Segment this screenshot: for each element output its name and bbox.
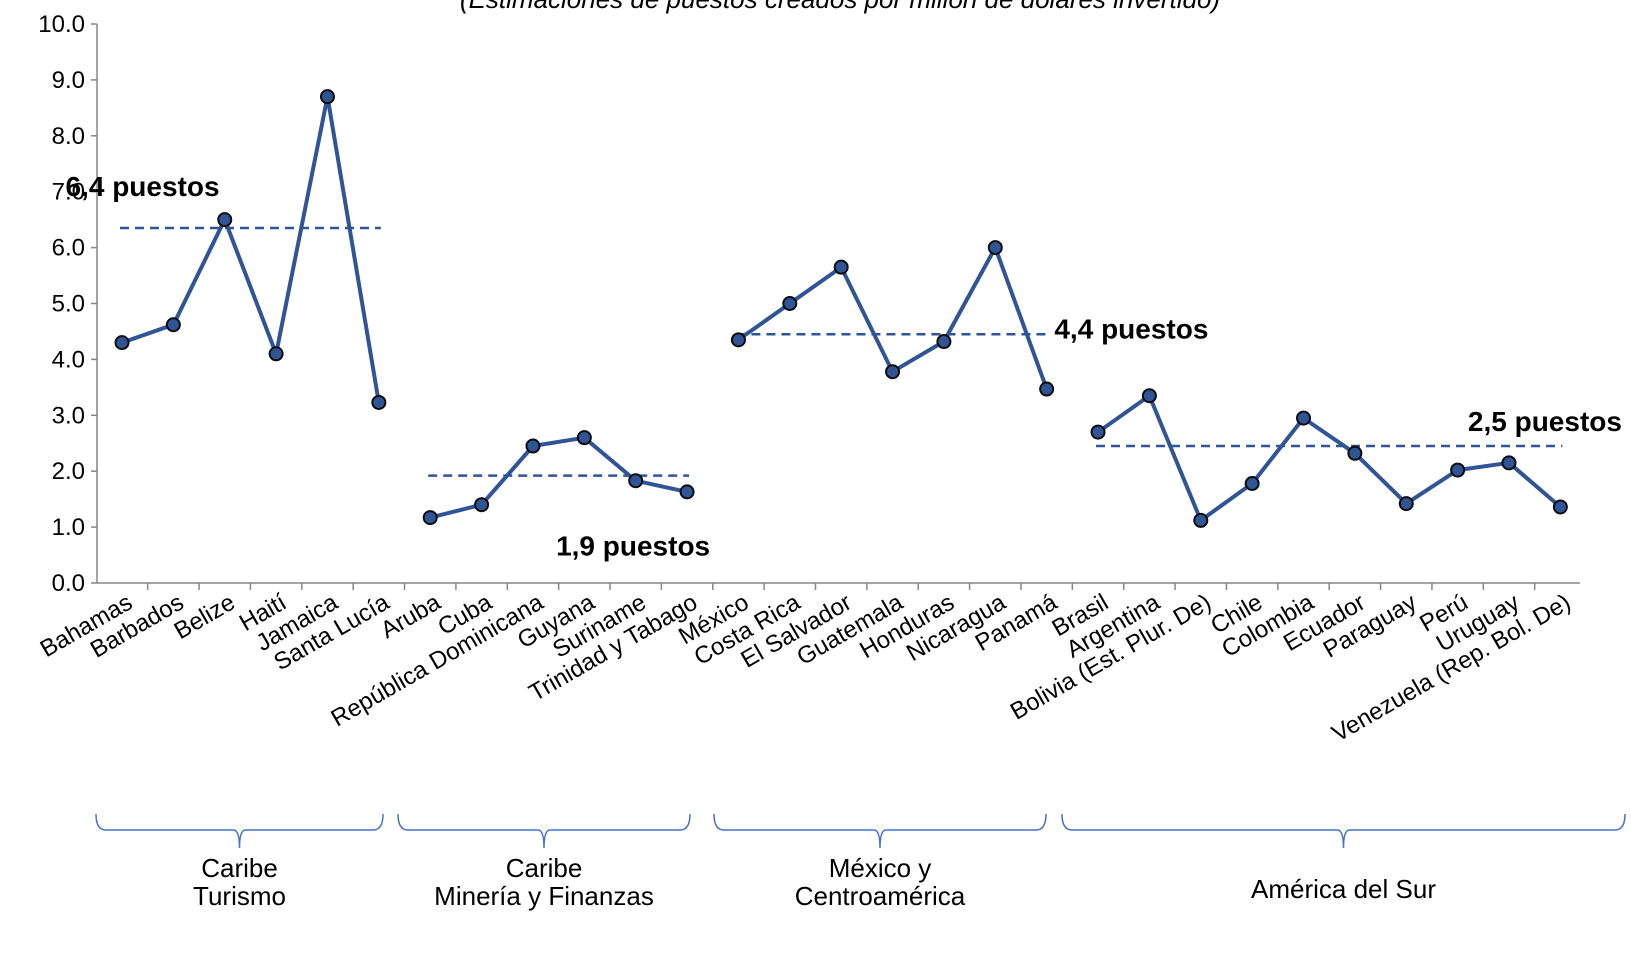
- data-point: [217, 212, 233, 228]
- y-tick-label: 8.0: [52, 123, 85, 150]
- data-points: [114, 89, 1568, 528]
- data-point: [1090, 424, 1106, 440]
- y-tick-label: 4.0: [52, 346, 85, 373]
- data-point: [576, 430, 592, 446]
- data-point: [936, 334, 952, 350]
- average-annotation: 1,9 puestos: [556, 531, 710, 562]
- y-tick-label: 2.0: [52, 458, 85, 485]
- data-point: [782, 296, 798, 311]
- data-point: [371, 394, 387, 410]
- group-label: Caribe: [201, 853, 278, 883]
- data-point: [525, 438, 541, 454]
- data-point: [1450, 462, 1466, 478]
- data-point: [987, 240, 1003, 256]
- data-point: [114, 335, 130, 351]
- group-label: América del Sur: [1251, 874, 1436, 904]
- data-point: [1501, 455, 1517, 471]
- data-point: [730, 332, 746, 348]
- group-bracket: [95, 813, 384, 849]
- average-lines: [120, 226, 1563, 477]
- series-line: [429, 435, 688, 520]
- y-tick-label: 9.0: [52, 67, 85, 94]
- group-label: Caribe: [506, 853, 583, 883]
- group-bracket: [713, 813, 1047, 849]
- average-annotations: 6,4 puestos 1,9 puestos 4,4 puestos 2,5 pue…: [65, 171, 1621, 561]
- data-point: [165, 317, 181, 333]
- data-point: [319, 89, 335, 105]
- data-point: [679, 484, 695, 500]
- y-tick-label: 3.0: [52, 402, 85, 429]
- data-point: [1039, 381, 1055, 397]
- y-tick-label: 7.0: [52, 179, 85, 206]
- group-label: Turismo: [193, 881, 286, 911]
- data-point: [1398, 496, 1414, 512]
- average-annotation: 6,4 puestos: [65, 171, 219, 202]
- axes: 0.0 1.0 2.0 3.0 4.0 5.0 6.0 7.0 8.0 9.0 10.0: [38, 11, 1580, 597]
- series-lines: [121, 94, 1562, 523]
- y-tick-label: 1.0: [52, 514, 85, 541]
- data-point: [1552, 499, 1568, 515]
- group-label: Minería y Finanzas: [434, 881, 654, 911]
- data-point: [422, 510, 438, 526]
- group-label: México y: [829, 853, 932, 883]
- average-annotation: 4,4 puestos: [1054, 314, 1208, 345]
- data-point: [833, 259, 849, 275]
- x-tick-label: Belize: [170, 589, 240, 645]
- data-point: [1193, 512, 1209, 528]
- y-tick-label: 0.0: [52, 570, 85, 597]
- series-line: [121, 94, 381, 403]
- data-point: [885, 364, 901, 380]
- y-tick-label: 6.0: [52, 235, 85, 262]
- average-annotation: 2,5 puestos: [1468, 406, 1622, 437]
- data-point: [1141, 388, 1157, 404]
- group-bracket: [1061, 813, 1626, 849]
- group-label: Centroamérica: [795, 881, 966, 911]
- chart-subtitle: (Estimaciones de puestos creados por mil…: [460, 0, 1220, 14]
- series-line: [1096, 393, 1562, 523]
- data-point: [474, 497, 490, 513]
- y-tick-label: 5.0: [52, 291, 85, 318]
- data-point: [1296, 410, 1312, 426]
- data-point: [1244, 475, 1260, 491]
- data-point: [268, 346, 284, 362]
- y-tick-label: 10.0: [38, 11, 85, 38]
- data-point: [628, 473, 644, 489]
- data-point: [1347, 445, 1363, 461]
- group-bracket: [397, 813, 691, 849]
